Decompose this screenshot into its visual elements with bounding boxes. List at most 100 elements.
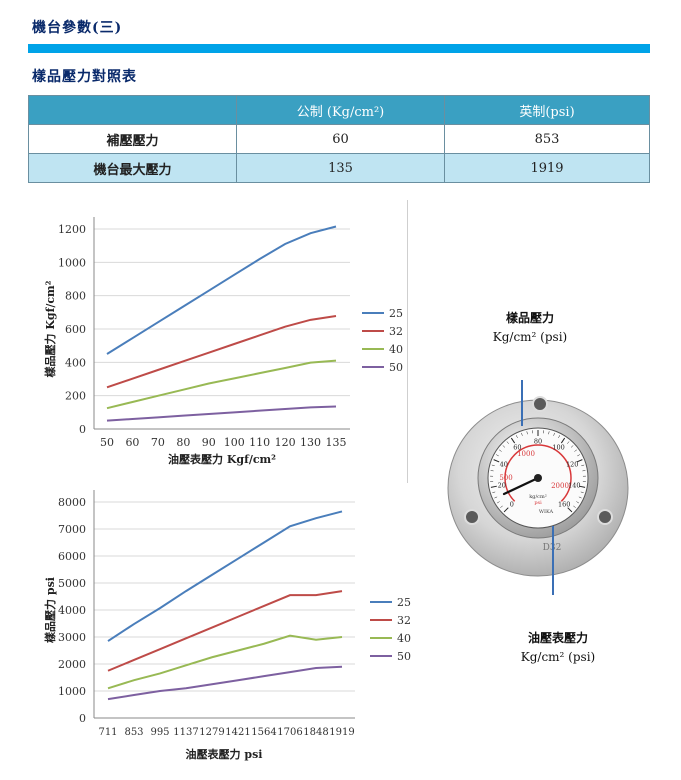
- legend-label: 40: [397, 632, 411, 645]
- series-line-50: [107, 665, 343, 701]
- y-tick-label: 4000: [58, 604, 86, 617]
- y-tick-label: 2000: [58, 658, 86, 671]
- legend-label: 25: [397, 596, 411, 609]
- dial-tick: [570, 445, 574, 448]
- dial-tick: [491, 464, 495, 467]
- row-imperial: 853: [444, 124, 650, 154]
- dial-tick: [510, 437, 516, 444]
- table-header-imperial: 英制(psi): [444, 95, 650, 125]
- y-axis-title: 樣品壓力 psi: [43, 577, 57, 643]
- row-metric: 135: [236, 153, 445, 183]
- dial-tick: [495, 454, 499, 457]
- x-tick-label: 70: [151, 436, 165, 449]
- y-tick-label: 6000: [58, 550, 86, 563]
- dial-tick: [567, 507, 573, 513]
- dial-tick: [553, 432, 555, 436]
- dial-number: 160: [558, 501, 570, 509]
- pressure-table: 公制 (Kg/cm²) 英制(psi) 補壓壓力 60 853 機台最大壓力 1…: [28, 95, 650, 183]
- dial-ticks: [490, 430, 586, 513]
- dial-tick: [573, 505, 576, 508]
- x-tick-label: 135: [326, 436, 347, 449]
- flange-bolt: [464, 509, 480, 525]
- dial-number: 120: [566, 460, 578, 468]
- legend-label: 40: [389, 343, 403, 356]
- dial-unit-psi: psi: [534, 500, 542, 506]
- vertical-divider: [407, 200, 408, 483]
- chart-metric: 0 200 400 600 800 1000 1200 50 60 70 80 90 100 110 120…: [43, 217, 403, 466]
- y-tick-label: 7000: [58, 523, 86, 536]
- gauge-top-unit: Kg/cm² (psi): [492, 330, 568, 344]
- y-tick-label: 0: [79, 423, 86, 436]
- row-metric: 60: [236, 124, 445, 154]
- dial-tick: [502, 445, 506, 448]
- y-tick-label: 1200: [58, 223, 86, 236]
- dial-psi-500: 500: [499, 474, 512, 482]
- table-row: 機台最大壓力 135 1919: [28, 153, 650, 183]
- x-tick-label: 1706: [277, 727, 302, 738]
- dial-unit-kg: kg/cm²: [529, 494, 546, 500]
- dial-number: 140: [568, 482, 580, 490]
- dial-tick: [567, 441, 570, 444]
- dial-tick: [558, 435, 561, 439]
- x-axis-title: 油壓表壓力 psi: [186, 747, 263, 761]
- row-imperial: 1919: [444, 153, 650, 183]
- dial-tick: [577, 454, 581, 457]
- dial-tick: [581, 464, 585, 467]
- x-tick-label: 1137: [173, 727, 198, 738]
- red-scale-arc: [504, 444, 572, 502]
- dial-tick: [576, 501, 580, 504]
- dial-tick: [515, 435, 518, 439]
- dial-tick: [578, 496, 582, 499]
- series-line-50: [106, 405, 337, 422]
- series-line-25: [107, 510, 343, 642]
- gauge-bottom-annotation: 油壓表壓力 Kg/cm² (psi): [483, 629, 633, 664]
- x-tick-label: 110: [249, 436, 270, 449]
- legend-label: 25: [389, 307, 403, 320]
- x-axis-title: 油壓表壓力 Kgf/cm²: [168, 452, 276, 466]
- y-tick-label: 5000: [58, 577, 86, 590]
- legend-label: 32: [397, 614, 411, 627]
- dial-tick: [492, 491, 496, 494]
- y-tick-label: 1000: [58, 256, 86, 269]
- x-tick-label: 90: [202, 436, 216, 449]
- legend-label: 50: [397, 650, 411, 663]
- x-tick-label: 60: [125, 436, 139, 449]
- dial-number: 60: [513, 444, 521, 452]
- y-tick-label: 400: [65, 356, 86, 369]
- table-header-empty: [28, 95, 237, 125]
- series-line-40: [106, 359, 337, 410]
- x-tick-label: 711: [98, 727, 117, 738]
- y-tick-label: 8000: [58, 496, 86, 509]
- row-label: 補壓壓力: [28, 124, 237, 154]
- dial-tick: [490, 485, 497, 488]
- dial-tick: [526, 431, 528, 435]
- x-tick-label: 80: [176, 436, 190, 449]
- gauge-top-label: 樣品壓力: [505, 311, 554, 325]
- x-tick-label: 1848: [303, 727, 328, 738]
- row-label: 機台最大壓力: [28, 153, 237, 183]
- y-tick-label: 3000: [58, 631, 86, 644]
- dial-tick: [560, 437, 566, 444]
- series-line-40: [107, 634, 343, 690]
- dial-tick: [496, 501, 500, 504]
- dial-number: 100: [552, 444, 564, 452]
- table-header-row: 公制 (Kg/cm²) 英制(psi): [28, 95, 650, 125]
- chart-psi: 0 1000 2000 3000 4000 5000 6000 7000 8000 711 853 9…: [43, 490, 411, 761]
- dial-number: 0: [510, 501, 514, 509]
- dial-tick: [579, 485, 586, 488]
- y-tick-label: 0: [79, 712, 86, 725]
- gauge-top-annotation: 樣品壓力 Kg/cm² (psi): [455, 309, 605, 344]
- y-tick-label: 800: [65, 290, 86, 303]
- gauge-bottom-label: 油壓表壓力: [527, 631, 588, 645]
- legend-label: 50: [389, 361, 403, 374]
- y-tick-label: 1000: [58, 685, 86, 698]
- dial-tick: [500, 505, 503, 508]
- x-tick-label: 1279: [199, 727, 224, 738]
- dial-number: 80: [534, 438, 542, 446]
- x-tick-label: 50: [100, 436, 114, 449]
- dial-tick: [494, 496, 498, 499]
- dial-tick: [576, 459, 583, 463]
- dial-tick: [503, 507, 509, 513]
